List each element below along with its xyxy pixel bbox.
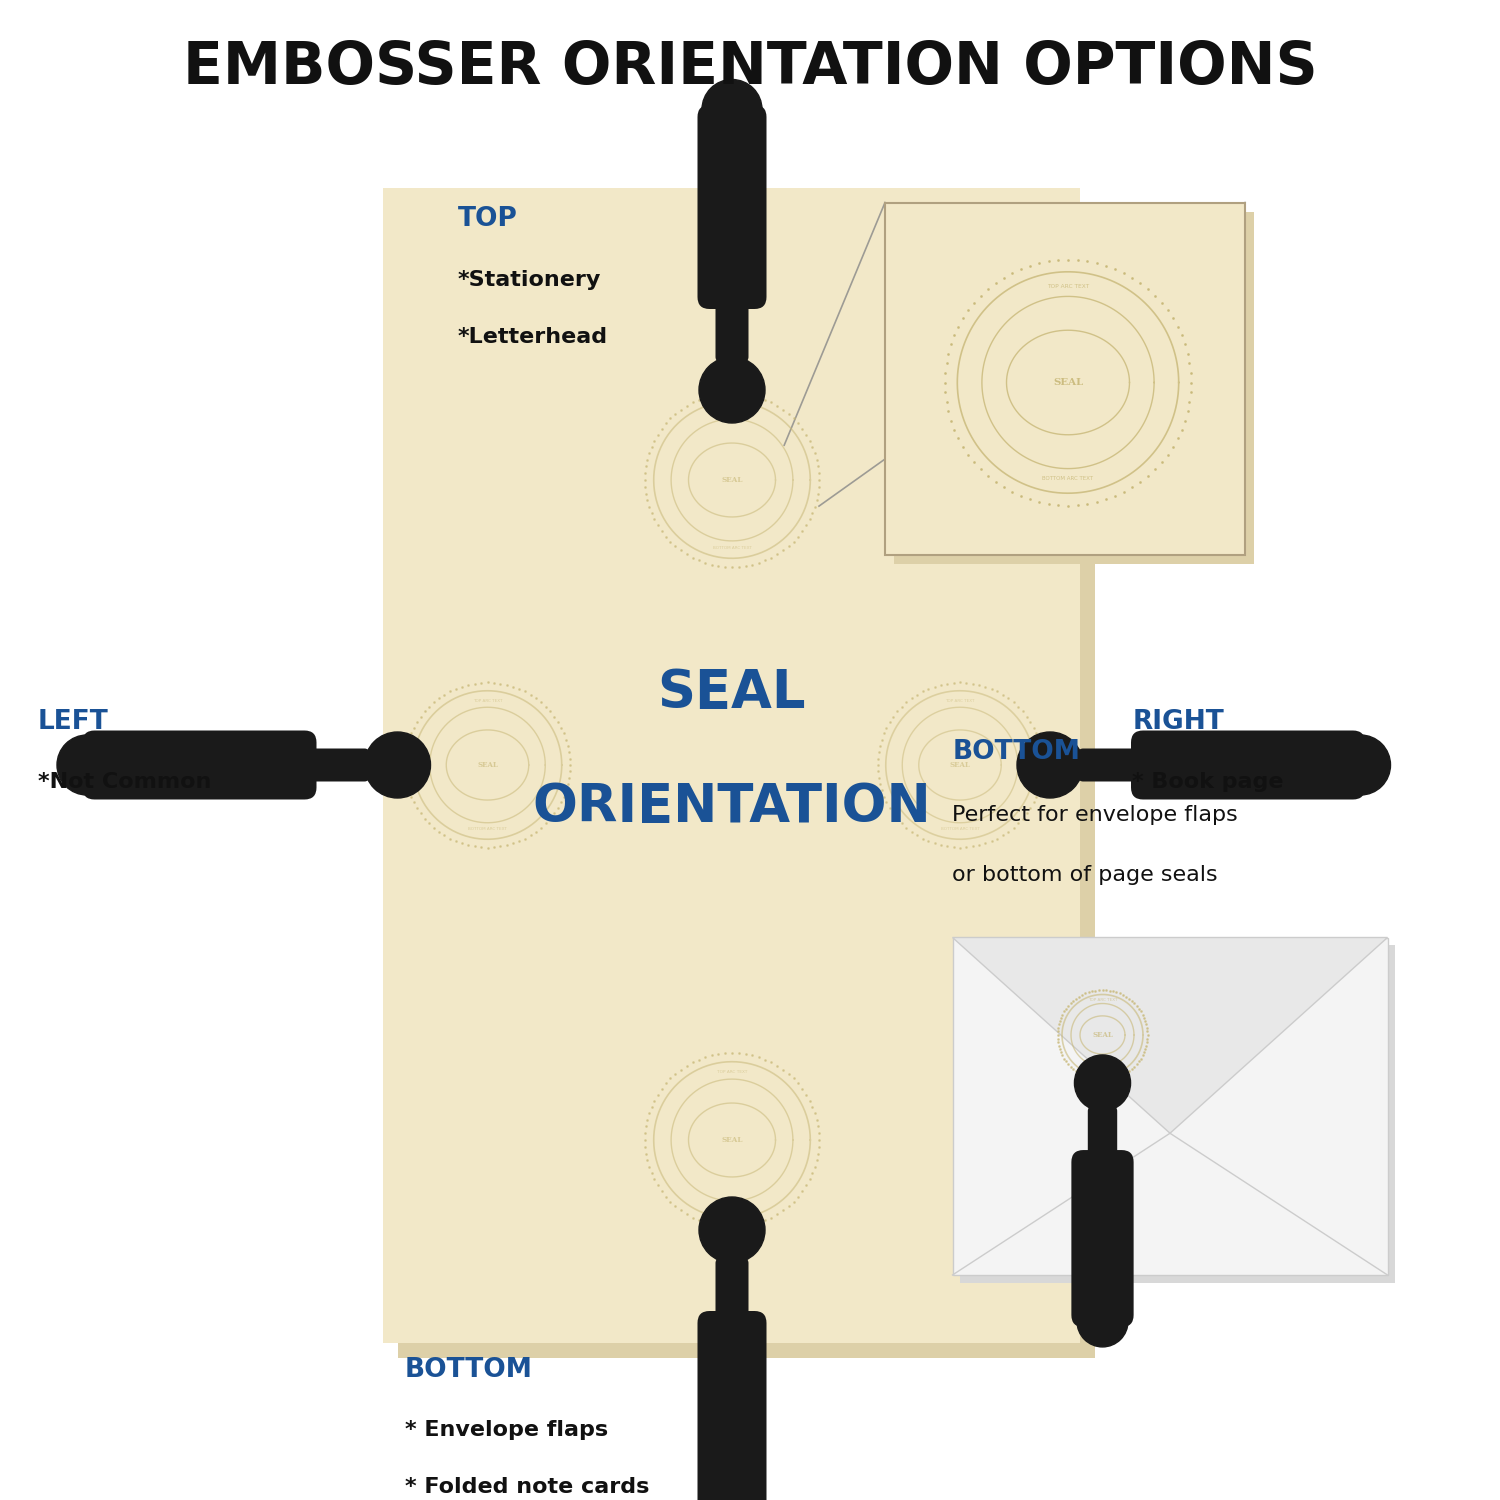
Text: SEAL: SEAL: [477, 760, 498, 770]
Text: SEAL: SEAL: [1092, 1030, 1113, 1039]
Text: EMBOSSER ORIENTATION OPTIONS: EMBOSSER ORIENTATION OPTIONS: [183, 39, 1317, 96]
Circle shape: [702, 80, 762, 140]
Text: BOTTOM ARC TEXT: BOTTOM ARC TEXT: [1083, 1068, 1122, 1072]
Text: TOP ARC TEXT: TOP ARC TEXT: [472, 699, 502, 702]
FancyBboxPatch shape: [82, 730, 316, 800]
FancyBboxPatch shape: [1078, 748, 1148, 782]
Text: TOP: TOP: [458, 207, 518, 232]
FancyBboxPatch shape: [300, 748, 369, 782]
FancyBboxPatch shape: [398, 202, 1095, 1358]
FancyBboxPatch shape: [1071, 1150, 1134, 1328]
Text: BOTTOM ARC TEXT: BOTTOM ARC TEXT: [940, 828, 980, 831]
Text: BOTTOM: BOTTOM: [952, 740, 1080, 765]
Text: BOTTOM ARC TEXT: BOTTOM ARC TEXT: [712, 546, 752, 550]
Text: Perfect for envelope flaps: Perfect for envelope flaps: [952, 806, 1239, 825]
Text: BOTTOM ARC TEXT: BOTTOM ARC TEXT: [1042, 476, 1094, 482]
FancyBboxPatch shape: [894, 211, 1254, 564]
Circle shape: [699, 1197, 765, 1263]
Text: RIGHT: RIGHT: [1132, 710, 1224, 735]
Circle shape: [1330, 735, 1390, 795]
Circle shape: [702, 1480, 762, 1500]
FancyBboxPatch shape: [382, 188, 1080, 1342]
Circle shape: [1017, 732, 1083, 798]
FancyBboxPatch shape: [1088, 1107, 1118, 1167]
FancyBboxPatch shape: [1131, 730, 1365, 800]
Text: * Folded note cards: * Folded note cards: [405, 1478, 650, 1497]
Circle shape: [699, 357, 765, 423]
Text: BOTTOM ARC TEXT: BOTTOM ARC TEXT: [468, 828, 507, 831]
Text: BOTTOM: BOTTOM: [405, 1358, 532, 1383]
Circle shape: [57, 735, 117, 795]
Circle shape: [1077, 1296, 1128, 1347]
Text: LEFT: LEFT: [38, 710, 108, 735]
Text: TOP ARC TEXT: TOP ARC TEXT: [717, 1070, 747, 1074]
Text: *Stationery: *Stationery: [458, 270, 602, 290]
Text: SEAL: SEAL: [657, 668, 806, 718]
Text: BOTTOM ARC TEXT: BOTTOM ARC TEXT: [712, 1206, 752, 1210]
Text: TOP ARC TEXT: TOP ARC TEXT: [1088, 998, 1118, 1002]
FancyBboxPatch shape: [716, 1258, 748, 1328]
Text: SEAL: SEAL: [950, 760, 970, 770]
Text: or bottom of page seals: or bottom of page seals: [952, 865, 1218, 885]
FancyBboxPatch shape: [698, 105, 766, 309]
Circle shape: [364, 732, 430, 798]
Circle shape: [1074, 1054, 1131, 1112]
FancyBboxPatch shape: [716, 292, 748, 362]
Text: *Not Common: *Not Common: [38, 772, 212, 792]
FancyBboxPatch shape: [885, 202, 1245, 555]
Text: SEAL: SEAL: [1053, 378, 1083, 387]
Text: *Letterhead: *Letterhead: [458, 327, 608, 346]
Text: TOP ARC TEXT: TOP ARC TEXT: [1047, 284, 1089, 290]
Text: * Envelope flaps: * Envelope flaps: [405, 1420, 608, 1440]
Polygon shape: [952, 938, 1388, 1134]
Text: ORIENTATION: ORIENTATION: [532, 782, 930, 832]
Text: SEAL: SEAL: [722, 476, 742, 484]
FancyBboxPatch shape: [698, 1311, 766, 1500]
Text: TOP ARC TEXT: TOP ARC TEXT: [945, 699, 975, 702]
Text: SEAL: SEAL: [722, 1136, 742, 1144]
Text: * Book page: * Book page: [1132, 772, 1284, 792]
FancyBboxPatch shape: [960, 945, 1395, 1282]
FancyBboxPatch shape: [952, 938, 1388, 1275]
Text: TOP ARC TEXT: TOP ARC TEXT: [717, 410, 747, 414]
